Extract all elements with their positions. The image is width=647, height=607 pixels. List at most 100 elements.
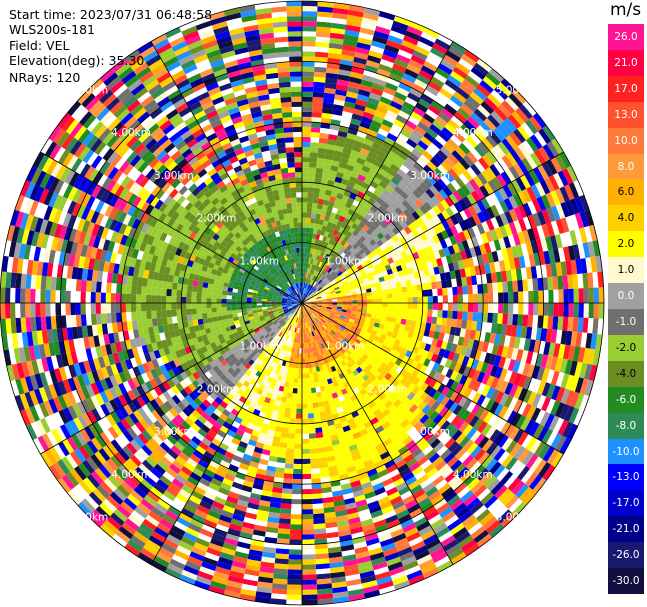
- velocity-cell: [493, 189, 504, 203]
- velocity-cell: [324, 247, 330, 254]
- velocity-cell: [462, 154, 475, 167]
- velocity-cell: [398, 110, 411, 120]
- velocity-cell: [322, 285, 328, 290]
- velocity-cell: [425, 56, 441, 68]
- velocity-cell: [487, 283, 493, 294]
- velocity-cell: [441, 209, 451, 220]
- velocity-cell: [340, 54, 355, 62]
- velocity-cell: [370, 119, 382, 129]
- velocity-cell: [472, 284, 478, 294]
- velocity-cell: [302, 559, 316, 565]
- velocity-cell: [359, 235, 367, 243]
- velocity-cell: [515, 107, 529, 123]
- velocity-cell: [326, 260, 332, 267]
- velocity-cell: [386, 39, 402, 50]
- velocity-cell: [354, 135, 366, 144]
- velocity-cell: [437, 63, 453, 75]
- velocity-cell: [320, 183, 328, 190]
- velocity-cell: [352, 108, 365, 117]
- velocity-cell: [361, 274, 368, 280]
- velocity-cell: [321, 275, 326, 281]
- velocity-cell: [313, 71, 327, 78]
- velocity-cell: [354, 218, 362, 226]
- velocity-cell: [583, 303, 589, 318]
- velocity-cell: [387, 237, 395, 246]
- velocity-cell: [476, 58, 493, 73]
- velocity-cell: [332, 252, 338, 259]
- velocity-cell: [435, 241, 443, 251]
- velocity-cell: [546, 141, 560, 157]
- velocity-cell: [318, 234, 324, 241]
- velocity-cell: [334, 248, 341, 255]
- velocity-cell: [306, 298, 312, 301]
- velocity-cell: [450, 115, 464, 128]
- velocity-cell: [309, 248, 314, 254]
- velocity-cell: [325, 273, 331, 279]
- velocity-cell: [526, 186, 537, 201]
- velocity-cell: [302, 81, 314, 87]
- velocity-cell: [428, 218, 438, 228]
- velocity-cell: [380, 228, 389, 237]
- velocity-cell: [317, 250, 322, 256]
- velocity-cell: [340, 246, 347, 253]
- velocity-cell: [485, 219, 495, 231]
- velocity-cell: [477, 141, 490, 155]
- velocity-cell: [518, 303, 524, 315]
- velocity-cell: [342, 270, 349, 276]
- velocity-cell: [458, 58, 474, 71]
- velocity-cell: [453, 233, 462, 244]
- velocity-cell: [331, 207, 339, 214]
- velocity-cell: [323, 278, 329, 283]
- velocity-cell: [309, 377, 315, 384]
- velocity-cell: [392, 293, 398, 299]
- velocity-cell: [396, 168, 407, 178]
- velocity-cell: [445, 207, 455, 218]
- velocity-cell: [391, 218, 400, 227]
- velocity-cell: [322, 199, 330, 206]
- velocity-cell: [302, 293, 304, 298]
- velocity-cell: [313, 276, 318, 282]
- velocity-cell: [317, 279, 323, 285]
- velocity-cell: [305, 295, 309, 300]
- velocity-cell: [465, 135, 478, 149]
- velocity-cell: [387, 214, 396, 223]
- velocity-cell: [348, 123, 360, 131]
- velocity-cell: [317, 224, 323, 231]
- velocity-cell: [399, 229, 408, 238]
- velocity-cell: [376, 232, 385, 240]
- velocity-cell: [336, 135, 347, 143]
- velocity-cell: [515, 177, 527, 191]
- velocity-cell: [302, 564, 316, 570]
- velocity-cell: [359, 210, 368, 218]
- velocity-cell: [427, 80, 442, 92]
- velocity-cell: [338, 226, 345, 234]
- velocity-cell: [386, 288, 393, 295]
- velocity-cell: [508, 93, 523, 108]
- velocity-cell: [294, 368, 299, 374]
- velocity-cell: [537, 164, 549, 180]
- velocity-cell: [395, 114, 408, 125]
- velocity-cell: [359, 186, 368, 194]
- velocity-cell: [409, 87, 423, 99]
- velocity-cell: [487, 179, 499, 193]
- velocity-cell: [377, 307, 383, 312]
- velocity-cell: [310, 243, 315, 249]
- velocity-cell: [375, 246, 383, 254]
- velocity-cell: [441, 229, 450, 240]
- velocity-cell: [373, 137, 385, 146]
- velocity-cell: [430, 157, 441, 168]
- velocity-cell: [312, 281, 316, 287]
- velocity-cell: [372, 299, 378, 303]
- velocity-cell: [376, 68, 391, 78]
- velocity-cell: [337, 263, 344, 270]
- velocity-cell: [316, 31, 331, 38]
- velocity-cell: [303, 288, 306, 294]
- velocity-cell: [277, 528, 291, 535]
- velocity-cell: [371, 249, 378, 257]
- velocity-cell: [318, 256, 323, 262]
- velocity-cell: [409, 245, 417, 254]
- velocity-cell: [346, 244, 353, 251]
- velocity-cell: [302, 292, 304, 298]
- velocity-cell: [302, 111, 312, 117]
- velocity-cell: [458, 83, 473, 96]
